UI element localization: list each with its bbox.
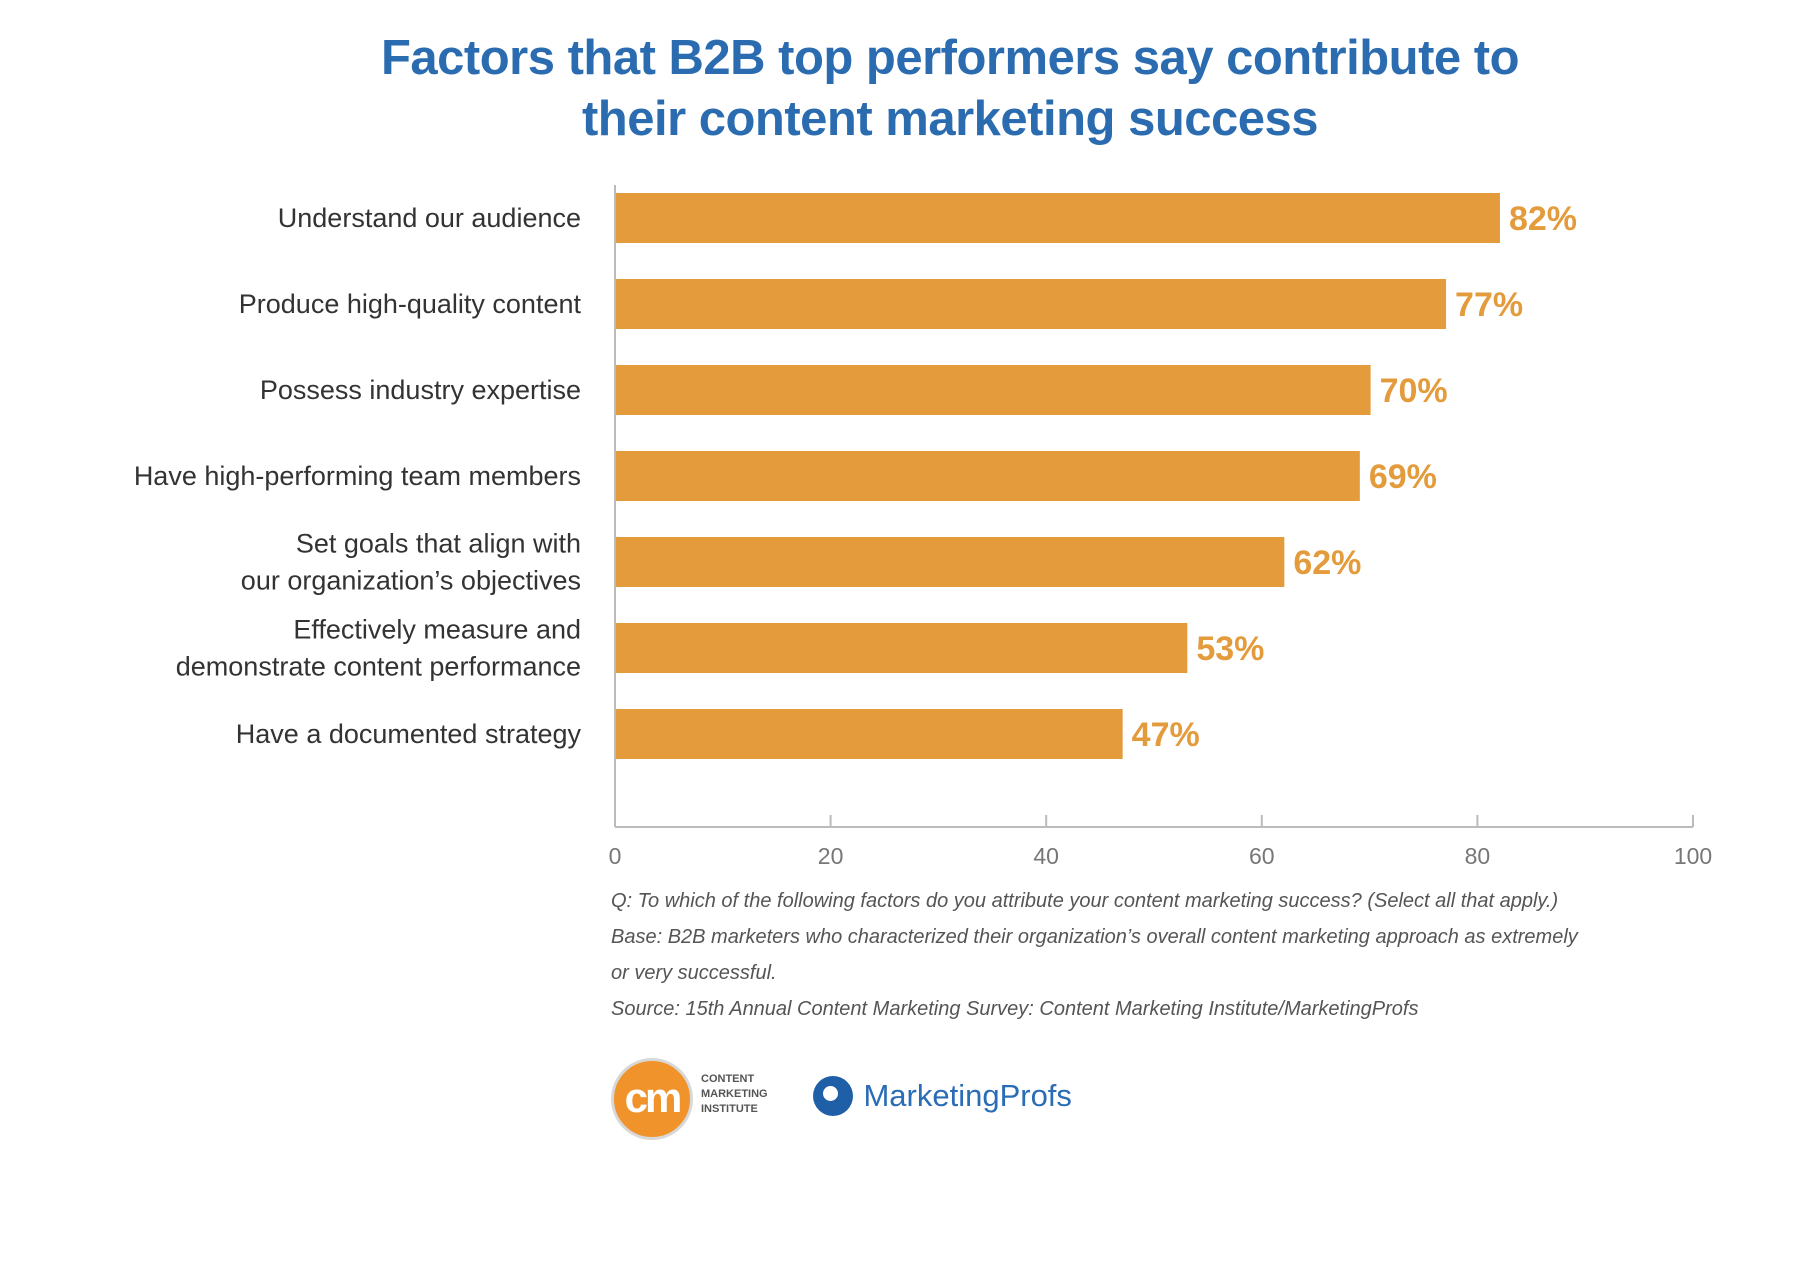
marketingprofs-logo: MarketingProfs (813, 1076, 1072, 1120)
marketingprofs-text: MarketingProfs (863, 1078, 1072, 1113)
footnotes: Q: To which of the following factors do … (611, 883, 1721, 1027)
category-label: Produce high-quality content (239, 289, 582, 319)
data-label: 77% (1455, 286, 1523, 324)
cmi-logo-text: Content Marketing Institute (701, 1072, 801, 1117)
data-label: 70% (1380, 372, 1448, 410)
cmi-text-line-3: Institute (701, 1103, 758, 1115)
category-label: our organization’s objectives (241, 566, 581, 596)
bar (616, 537, 1285, 587)
data-label: 62% (1293, 544, 1361, 582)
bar (616, 451, 1360, 501)
data-label: 47% (1132, 716, 1200, 754)
cmi-text-line-2: Marketing (701, 1088, 768, 1100)
category-label: Set goals that align with (296, 529, 581, 559)
x-tick-label: 60 (1249, 843, 1275, 869)
footnote-base: Base: B2B marketers who characterized th… (611, 926, 1578, 948)
data-label: 69% (1369, 458, 1437, 496)
x-tick-label: 40 (1033, 843, 1059, 869)
x-tick-label: 80 (1465, 843, 1491, 869)
chart-title-line-2: their content marketing success (581, 92, 1319, 146)
x-tick-label: 20 (818, 843, 844, 869)
footnote-source: Source: 15th Annual Content Marketing Su… (611, 998, 1419, 1020)
marketingprofs-icon (813, 1076, 853, 1116)
cmi-logo: cm (611, 1058, 693, 1140)
category-label: Have high-performing team members (134, 461, 581, 491)
chart-title: Factors that B2B top performers say cont… (300, 28, 1600, 150)
footnote-question: Q: To which of the following factors do … (611, 890, 1559, 912)
category-label: demonstrate content performance (176, 652, 581, 682)
bar (616, 709, 1123, 759)
category-label: Effectively measure and (293, 615, 581, 645)
bar (616, 279, 1447, 329)
data-label: 53% (1196, 630, 1264, 668)
category-label: Possess industry expertise (260, 375, 581, 405)
bar (616, 623, 1188, 673)
category-label: Understand our audience (278, 203, 581, 233)
cmi-text-line-1: Content (701, 1073, 755, 1085)
bar (616, 365, 1371, 415)
x-tick-label: 100 (1674, 843, 1712, 869)
bar-chart: 0 20 40 60 80 100 Understand our audience 82% Pr… (134, 185, 1712, 869)
chart-title-line-1: Factors that B2B top performers say cont… (380, 31, 1520, 85)
data-label: 82% (1509, 200, 1577, 238)
footnote-base-cont: or very successful. (611, 962, 777, 984)
x-tick-label: 0 (609, 843, 622, 869)
bar (616, 193, 1500, 243)
category-label: Have a documented strategy (236, 719, 582, 749)
